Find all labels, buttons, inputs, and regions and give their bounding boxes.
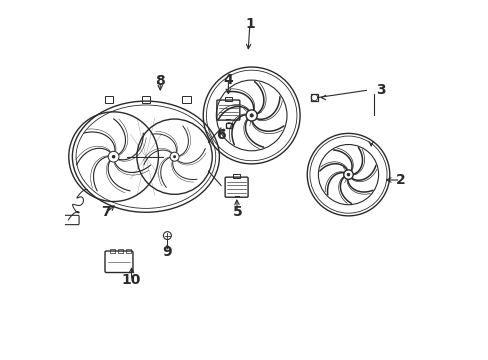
Text: 8: 8 xyxy=(155,75,165,89)
Circle shape xyxy=(173,155,176,158)
Bar xyxy=(110,249,115,253)
Bar xyxy=(118,249,122,253)
Bar xyxy=(125,249,131,253)
Text: 6: 6 xyxy=(216,128,225,142)
Bar xyxy=(104,96,113,103)
Bar xyxy=(142,96,150,103)
Circle shape xyxy=(112,155,115,158)
Text: 10: 10 xyxy=(122,273,141,287)
Text: 7: 7 xyxy=(102,205,111,219)
Bar xyxy=(224,97,231,101)
Circle shape xyxy=(346,173,349,176)
Text: 5: 5 xyxy=(232,205,242,219)
Bar xyxy=(226,123,231,129)
Bar xyxy=(310,94,317,101)
Text: 3: 3 xyxy=(375,84,385,97)
Text: 4: 4 xyxy=(223,73,233,87)
Bar xyxy=(232,174,240,178)
Text: 9: 9 xyxy=(162,245,172,259)
Text: 2: 2 xyxy=(395,173,405,187)
Circle shape xyxy=(249,114,253,117)
Bar xyxy=(182,96,190,103)
Text: 1: 1 xyxy=(244,17,254,31)
